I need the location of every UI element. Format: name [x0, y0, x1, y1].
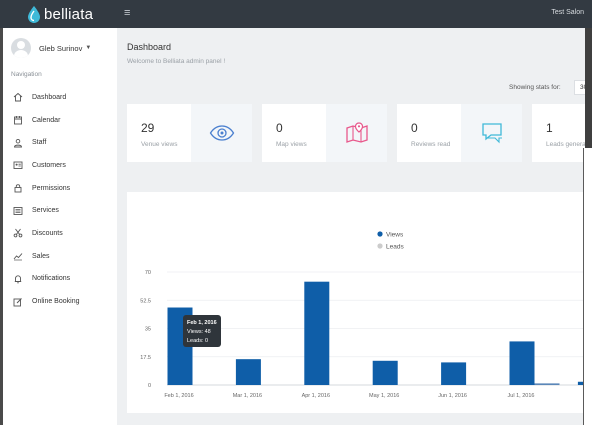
stat-icon-box — [191, 104, 252, 162]
user-menu[interactable]: Gleb Surinov ▼ — [11, 38, 91, 58]
legend-marker — [377, 231, 383, 237]
stat-value: 29 — [141, 121, 155, 135]
y-tick-label: 0 — [148, 383, 151, 389]
bar-views — [509, 341, 535, 385]
sidebar-item-label: Notifications — [32, 275, 71, 283]
legend-label: Leads — [386, 243, 404, 250]
stat-label: Reviews read — [411, 141, 451, 148]
nav-heading: Navigation — [11, 71, 42, 78]
main-content: Dashboard Welcome to Belliata admin pane… — [117, 28, 587, 425]
sidebar-item-label: Dashboard — [32, 93, 67, 101]
sidebar-item-label: Calendar — [32, 116, 61, 124]
sidebar-item-label: Staff — [32, 139, 47, 147]
account-name[interactable]: Test Salon — [551, 9, 584, 16]
list-icon — [13, 206, 23, 216]
sidebar-item-notifications[interactable]: Notifications — [3, 268, 117, 291]
stat-card-map-views: 0 Map views — [262, 104, 387, 162]
sidebar-item-label: Services — [32, 207, 59, 215]
y-tick-label: 52.5 — [140, 298, 151, 304]
hamburger-icon[interactable]: ≡ — [124, 7, 131, 19]
sidebar-item-label: Permissions — [32, 184, 71, 192]
sidebar-item-permissions[interactable]: Permissions — [3, 177, 117, 200]
home-icon — [13, 92, 23, 102]
tooltip-leads: Leads: 0 — [187, 338, 209, 344]
bar-views — [372, 360, 398, 385]
stats-period-label: Showing stats for: — [509, 84, 561, 91]
sidebar-item-services[interactable]: Services — [3, 199, 117, 222]
eye-icon — [209, 125, 234, 141]
user-name: Gleb Surinov — [39, 43, 83, 53]
views-chart-card: Views Leads 0 17.5 35 52.5 70 Feb 1, 2016 Mar 1,… — [127, 192, 587, 413]
map-icon — [345, 122, 368, 143]
stat-card-reviews-read: 0 Reviews read — [397, 104, 522, 162]
x-tick-label: Apr 1, 2016 — [302, 393, 330, 399]
chart-line-icon — [13, 251, 23, 261]
stat-icon-box — [326, 104, 387, 162]
sidebar-item-label: Discounts — [32, 229, 63, 237]
stat-label: Map views — [276, 141, 307, 148]
x-tick-label: Feb 1, 2016 — [164, 393, 193, 399]
chat-icon — [481, 123, 502, 144]
sidebar-item-label: Online Booking — [32, 298, 80, 306]
lock-icon — [13, 183, 23, 193]
avatar — [11, 38, 31, 58]
legend-label: Views — [386, 231, 404, 238]
sidebar-item-label: Sales — [32, 252, 50, 260]
bar-views — [577, 381, 587, 385]
stat-label: Leads genera — [546, 141, 586, 148]
tooltip-title: Feb 1, 2016 — [187, 320, 217, 326]
stats-period-select[interactable]: 30 — [574, 80, 587, 95]
sidebar: Gleb Surinov ▼ Navigation Dashboard Cale… — [3, 28, 117, 425]
user-icon — [13, 138, 23, 148]
sidebar-item-online-booking[interactable]: Online Booking — [3, 290, 117, 313]
brand-name: belliata — [44, 6, 94, 23]
x-tick-label: Jun 1, 2016 — [438, 393, 467, 399]
page-subtitle: Welcome to Belliata admin panel ! — [127, 58, 226, 65]
sidebar-item-staff[interactable]: Staff — [3, 131, 117, 154]
y-tick-label: 70 — [145, 270, 151, 276]
stat-card-leads-generated: 1 Leads genera — [532, 104, 587, 162]
scissors-icon — [13, 228, 23, 238]
bar-views — [235, 359, 261, 385]
sidebar-nav: Dashboard Calendar Staff Customers Permi… — [3, 86, 117, 313]
sidebar-item-customers[interactable]: Customers — [3, 154, 117, 177]
sidebar-item-calendar[interactable]: Calendar — [3, 109, 117, 132]
tooltip-views: Views: 48 — [187, 329, 211, 335]
sidebar-item-label: Customers — [32, 161, 66, 169]
views-chart: Views Leads 0 17.5 35 52.5 70 Feb 1, 2016 Mar 1,… — [140, 231, 587, 399]
calendar-icon — [13, 115, 23, 125]
id-card-icon — [13, 160, 23, 170]
y-tick-label: 17.5 — [140, 355, 151, 361]
stat-value: 0 — [276, 121, 283, 135]
legend-marker — [377, 243, 383, 249]
side-panel-edge — [583, 148, 592, 425]
caret-down-icon: ▼ — [85, 45, 92, 51]
stat-icon-box — [461, 104, 522, 162]
sidebar-item-discounts[interactable]: Discounts — [3, 222, 117, 245]
sidebar-item-dashboard[interactable]: Dashboard — [3, 86, 117, 109]
bar-views — [304, 281, 330, 385]
droplet-icon — [28, 6, 40, 23]
top-bar: belliata ≡ Test Salon — [0, 0, 592, 28]
stat-value: 0 — [411, 121, 418, 135]
x-tick-label: Mar 1, 2016 — [233, 393, 262, 399]
stat-value: 1 — [546, 121, 553, 135]
page-title: Dashboard — [127, 42, 172, 52]
sidebar-item-sales[interactable]: Sales — [3, 245, 117, 268]
bar-views — [441, 362, 467, 385]
edit-icon — [13, 297, 23, 307]
bar-leads — [534, 383, 560, 385]
logo[interactable]: belliata — [27, 6, 93, 23]
bell-icon — [13, 274, 23, 284]
stat-label: Venue views — [141, 141, 178, 148]
y-tick-label: 35 — [145, 327, 151, 333]
x-tick-label: Jul 1, 2016 — [508, 393, 535, 399]
stat-card-venue-views: 29 Venue views — [127, 104, 252, 162]
x-tick-label: May 1, 2016 — [369, 393, 399, 399]
chart-tooltip: Feb 1, 2016 Views: 48 Leads: 0 — [183, 315, 221, 347]
